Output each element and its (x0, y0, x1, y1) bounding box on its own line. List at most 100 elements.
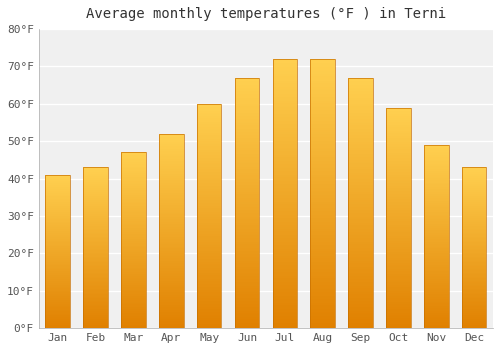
Bar (272, 265, 297, 266)
Bar (121, 306, 146, 307)
Bar (159, 173, 184, 174)
Bar (310, 63, 335, 64)
Bar (234, 105, 260, 106)
Bar (121, 158, 146, 159)
Bar (84, 207, 108, 208)
Bar (348, 321, 373, 322)
Bar (121, 241, 146, 242)
Bar (197, 158, 222, 159)
Bar (46, 186, 70, 187)
Bar (424, 155, 448, 156)
Bar (348, 220, 373, 222)
Bar (234, 156, 260, 158)
Bar (310, 239, 335, 241)
Bar (234, 267, 260, 268)
Bar (46, 265, 70, 266)
Bar (424, 283, 448, 284)
Bar (159, 157, 184, 158)
Bar (462, 191, 486, 193)
Bar (234, 115, 260, 117)
Bar (348, 317, 373, 318)
Bar (234, 112, 260, 113)
Bar (462, 313, 486, 314)
Bar (84, 262, 108, 263)
Bar (386, 135, 410, 136)
Bar (310, 184, 335, 186)
Bar (234, 103, 260, 104)
Bar (462, 274, 486, 275)
Bar (348, 320, 373, 321)
Bar (386, 146, 410, 147)
Bar (310, 194, 335, 195)
Bar (121, 161, 146, 162)
Bar (424, 263, 448, 264)
Bar (46, 300, 70, 301)
Bar (272, 305, 297, 307)
Bar (462, 215, 486, 216)
Bar (424, 276, 448, 277)
Bar (424, 302, 448, 303)
Bar (462, 204, 486, 205)
Bar (386, 224, 410, 226)
Bar (46, 297, 70, 298)
Bar (348, 190, 373, 192)
Bar (197, 173, 222, 175)
Bar (310, 142, 335, 144)
Bar (121, 269, 146, 270)
Bar (386, 257, 410, 258)
Bar (121, 159, 146, 160)
Bar (159, 289, 184, 290)
Bar (424, 180, 448, 181)
Bar (159, 165, 184, 166)
Bar (84, 289, 108, 290)
Bar (234, 290, 260, 292)
Bar (424, 318, 448, 319)
Bar (310, 132, 335, 133)
Bar (348, 80, 373, 82)
Bar (84, 285, 108, 286)
Bar (197, 224, 222, 225)
Bar (46, 267, 70, 268)
Bar (424, 323, 448, 324)
Bar (272, 68, 297, 70)
Bar (462, 246, 486, 247)
Bar (121, 153, 146, 328)
Bar (310, 129, 335, 130)
Bar (310, 237, 335, 238)
Bar (121, 231, 146, 232)
Bar (386, 155, 410, 156)
Bar (462, 220, 486, 221)
Bar (424, 168, 448, 169)
Bar (197, 213, 222, 214)
Bar (462, 227, 486, 228)
Bar (310, 99, 335, 101)
Bar (234, 130, 260, 132)
Bar (386, 324, 410, 325)
Bar (234, 306, 260, 307)
Bar (310, 273, 335, 274)
Bar (159, 164, 184, 165)
Bar (348, 180, 373, 182)
Bar (159, 228, 184, 229)
Bar (424, 294, 448, 295)
Bar (272, 152, 297, 153)
Bar (310, 175, 335, 176)
Bar (159, 307, 184, 308)
Bar (310, 66, 335, 67)
Bar (272, 234, 297, 235)
Bar (84, 293, 108, 294)
Bar (310, 218, 335, 219)
Bar (121, 173, 146, 174)
Bar (386, 284, 410, 285)
Bar (234, 121, 260, 123)
Bar (348, 174, 373, 175)
Bar (121, 278, 146, 279)
Bar (310, 103, 335, 105)
Bar (462, 243, 486, 244)
Bar (462, 286, 486, 287)
Bar (424, 238, 448, 239)
Bar (424, 152, 448, 153)
Bar (197, 218, 222, 219)
Bar (424, 266, 448, 267)
Bar (272, 285, 297, 286)
